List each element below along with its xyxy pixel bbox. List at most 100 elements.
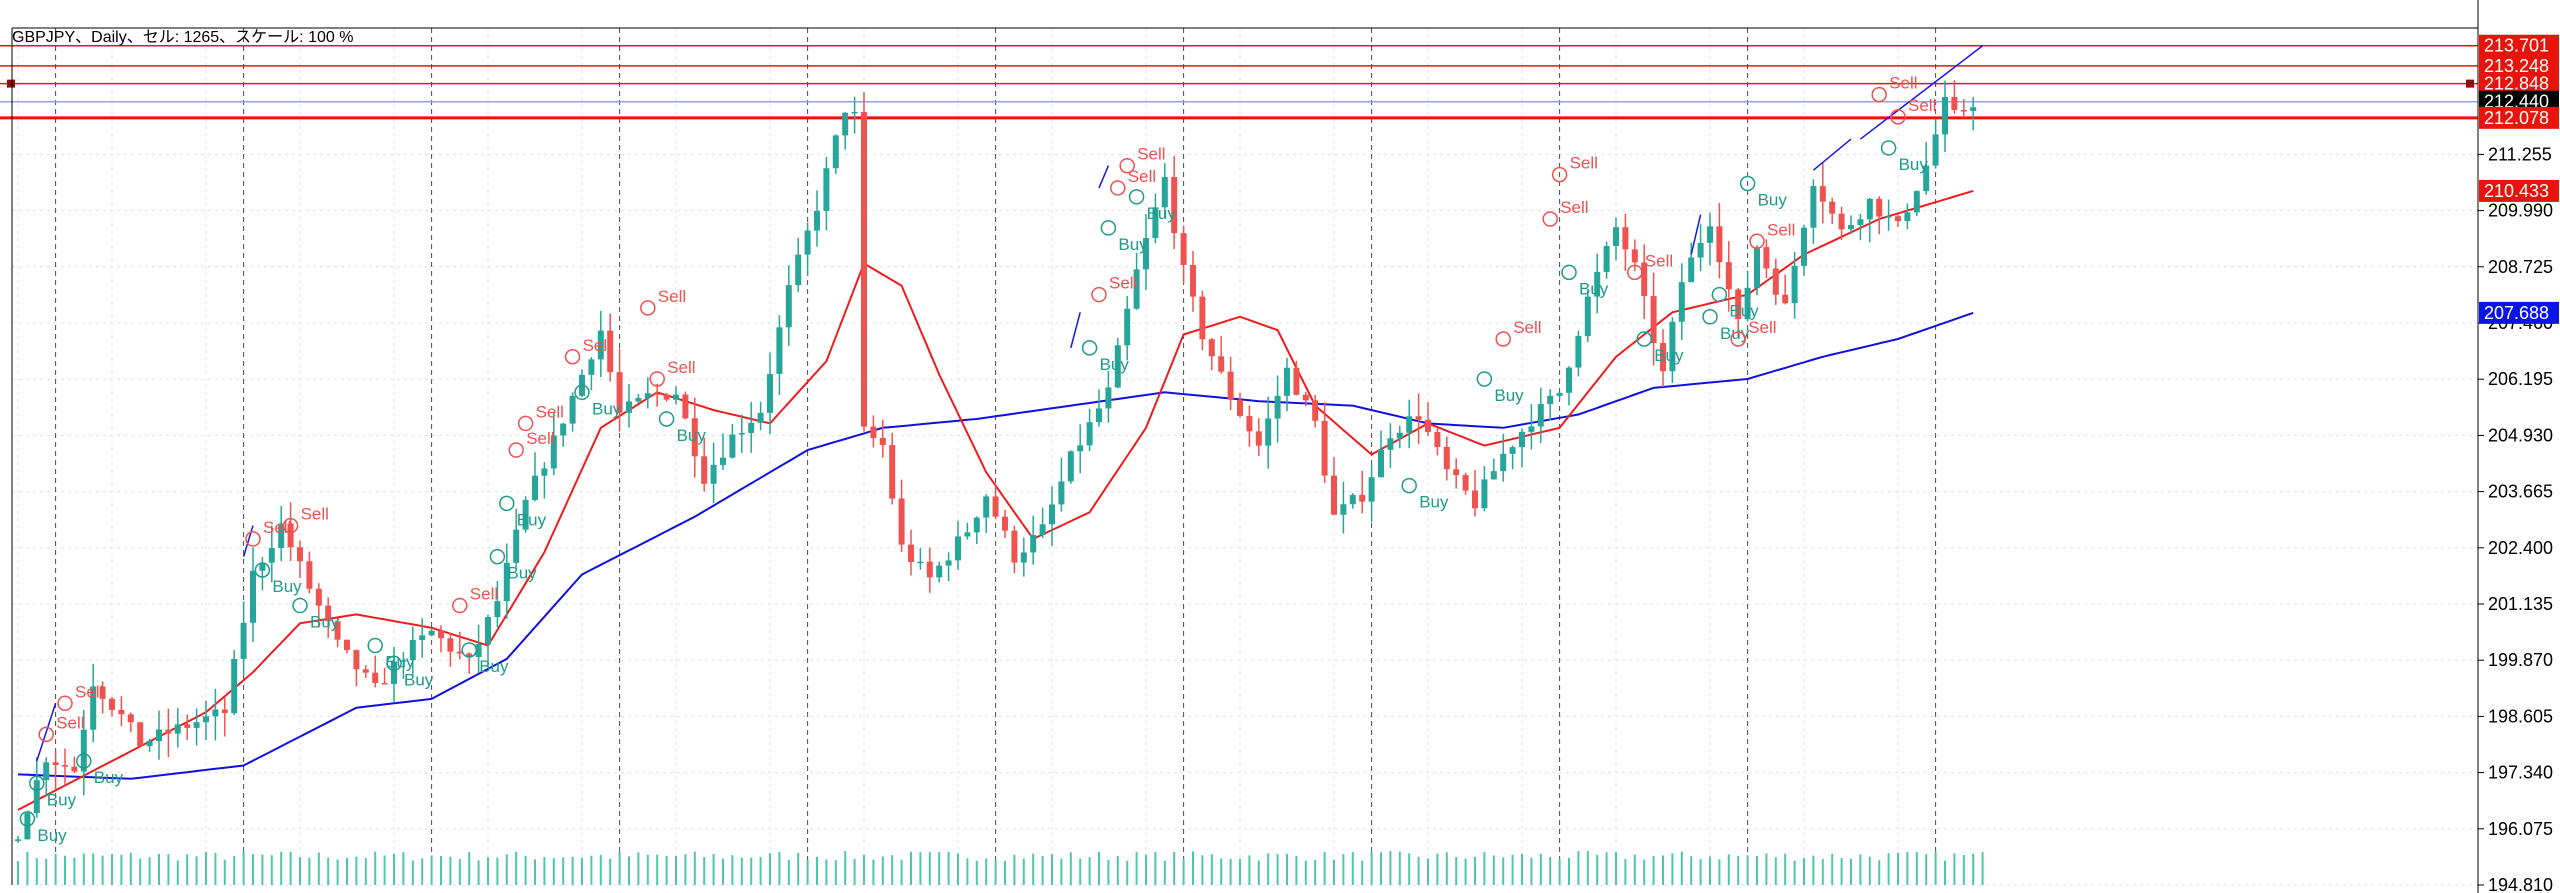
candle-body xyxy=(428,630,435,636)
candle-body xyxy=(926,561,933,578)
candle-body xyxy=(720,457,726,465)
candle-body xyxy=(1124,308,1131,346)
buy-signal-marker xyxy=(367,637,383,654)
level-price-tag: 213.701 xyxy=(2484,36,2549,56)
candle-body xyxy=(1744,287,1751,320)
candle-body xyxy=(626,401,632,413)
candle-body xyxy=(776,327,783,374)
trend-line[interactable] xyxy=(1690,214,1702,255)
buy-signal-marker xyxy=(1476,371,1493,387)
candle-body xyxy=(1425,419,1431,432)
ma-price-tag: 210.433 xyxy=(2484,181,2549,201)
candle-body xyxy=(475,644,482,658)
candle-body xyxy=(1848,224,1854,230)
candle-body xyxy=(80,729,87,772)
sell-signal-marker xyxy=(508,442,524,458)
candle-body xyxy=(644,393,651,398)
candle-body xyxy=(447,638,454,652)
level-handle-right[interactable] xyxy=(2466,79,2474,88)
sell-signal-marker xyxy=(517,415,534,432)
candle-body xyxy=(1453,469,1460,476)
candle-body xyxy=(1725,262,1732,290)
trend-lines[interactable] xyxy=(36,45,1984,762)
sell-signal-marker xyxy=(1551,166,1568,183)
candle-body xyxy=(1255,431,1262,446)
candle-body xyxy=(1490,471,1497,480)
candle-body xyxy=(701,456,708,484)
candle-body xyxy=(1152,207,1159,239)
candle-body xyxy=(278,523,285,549)
candle-body xyxy=(1199,296,1206,340)
candle-body xyxy=(325,605,332,622)
signals: BuyBuySellSellBuySellBuySellBuyBuyBuySel… xyxy=(19,74,1936,845)
candle-body xyxy=(1801,227,1807,266)
buy-signal-label: Buy xyxy=(479,657,509,676)
candle-body xyxy=(795,254,802,286)
candle-body xyxy=(955,536,961,561)
candle-body xyxy=(569,395,576,424)
sell-signal-marker xyxy=(1627,264,1643,281)
buy-signal-label: Buy xyxy=(1147,204,1177,223)
candle-body xyxy=(1876,198,1883,217)
horizontal-levels[interactable] xyxy=(0,44,2478,120)
candle-body xyxy=(193,722,200,728)
candle-body xyxy=(1707,226,1713,243)
candle-body xyxy=(15,839,21,842)
candle-body xyxy=(118,709,125,715)
trend-line[interactable] xyxy=(1812,138,1852,171)
buy-signal-label: Buy xyxy=(1654,346,1684,365)
candle-body xyxy=(1161,177,1168,208)
trend-line[interactable] xyxy=(1098,165,1110,189)
sell-signal-label: Sell xyxy=(526,429,554,448)
candle-body xyxy=(1143,238,1149,270)
sell-signal-marker xyxy=(1091,286,1107,303)
candle-body xyxy=(757,412,764,423)
trend-line[interactable] xyxy=(36,703,57,762)
candle-body xyxy=(344,639,350,651)
candle-body xyxy=(917,561,924,564)
trend-line[interactable] xyxy=(242,525,254,557)
sell-signal-marker xyxy=(1890,109,1906,125)
candle-body xyxy=(268,548,275,563)
candle-body xyxy=(1913,191,1920,213)
level-handle-left[interactable] xyxy=(7,79,15,88)
buy-signal-label: Buy xyxy=(517,510,547,529)
trend-line[interactable] xyxy=(1070,312,1081,349)
candle-body xyxy=(1293,367,1300,395)
level-price-tag: 213.248 xyxy=(2484,56,2549,76)
candle-body xyxy=(1613,227,1619,246)
candle-body xyxy=(1566,367,1572,393)
trend-line[interactable] xyxy=(1859,45,1984,140)
buy-signal-label: Buy xyxy=(677,426,707,445)
buy-signal-marker xyxy=(1128,189,1145,205)
sell-signal-label: Sell xyxy=(75,682,103,701)
sell-signal-marker xyxy=(1871,86,1887,103)
candle-body xyxy=(391,661,397,685)
candle-body xyxy=(1528,426,1535,432)
sell-signal-label: Sell xyxy=(263,518,291,537)
candle-body xyxy=(870,426,877,438)
candle-body xyxy=(1716,226,1723,263)
sell-signal-marker xyxy=(282,517,299,534)
candle-body xyxy=(1810,186,1817,228)
candle-body xyxy=(1584,296,1591,337)
candle-body xyxy=(532,475,538,500)
sell-signal-marker xyxy=(1110,180,1126,196)
candle-body xyxy=(945,560,952,566)
sell-signal-label: Sell xyxy=(1748,318,1776,337)
price-axis[interactable]: 211.255209.990208.725207.460206.195204.9… xyxy=(11,0,2553,893)
candle-body xyxy=(1378,449,1384,478)
sell-signal-marker xyxy=(564,349,581,365)
buy-signal-label: Buy xyxy=(37,826,67,845)
candle-body xyxy=(908,544,914,562)
candle-body xyxy=(240,622,247,659)
candle-body xyxy=(203,716,209,723)
candle-body xyxy=(1857,219,1864,225)
price-tick-label: 197.340 xyxy=(2488,763,2553,783)
buy-signal-label: Buy xyxy=(94,768,124,787)
candle-body xyxy=(748,422,755,433)
candle-body xyxy=(231,658,238,714)
candle-body xyxy=(165,729,172,734)
